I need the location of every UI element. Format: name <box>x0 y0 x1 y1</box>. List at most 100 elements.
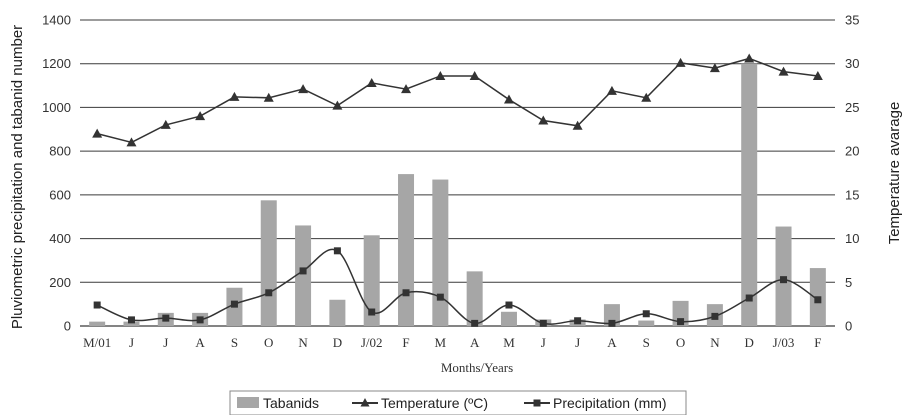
bar-tabanids <box>500 311 517 326</box>
precipitation-marker <box>127 316 135 324</box>
precipitation-line <box>96 248 819 325</box>
y-tick-label: 1200 <box>42 56 71 71</box>
temperature-marker <box>812 70 823 80</box>
precipitation-marker <box>574 317 582 325</box>
bar-tabanids <box>741 63 758 326</box>
precipitation-marker <box>196 316 204 324</box>
y-axis-title: Pluviometric precipitation and tabanid n… <box>9 25 26 329</box>
x-tick-label: M/01 <box>83 335 111 350</box>
legend-label-precipitation: Precipitation (mm) <box>553 395 667 411</box>
y-tick-label: 200 <box>49 275 71 290</box>
x-tick-label: J <box>575 335 580 350</box>
y-tick-label: 600 <box>49 187 71 202</box>
y2-tick-label: 30 <box>845 56 859 71</box>
precipitation-marker <box>780 276 788 284</box>
temperature-marker <box>160 119 171 129</box>
x-axis-title: Months/Years <box>441 360 513 375</box>
y-tick-label: 0 <box>64 319 71 334</box>
y2-tick-label: 0 <box>845 319 852 334</box>
bar-tabanids <box>295 225 312 326</box>
x-tick-label: A <box>607 335 617 350</box>
bar-tabanids <box>398 174 415 326</box>
y-tick-label: 400 <box>49 231 71 246</box>
x-tick-label: J/03 <box>773 335 795 350</box>
x-tick-label: M <box>435 335 447 350</box>
temperature-line <box>96 57 818 144</box>
temperature-marker <box>778 66 789 76</box>
x-tick-label: F <box>814 335 821 350</box>
x-tick-label: O <box>676 335 685 350</box>
precipitation-marker <box>505 301 513 309</box>
precipitation-marker <box>230 300 238 308</box>
bar-tabanids <box>123 321 140 326</box>
temperature-marker <box>195 111 206 121</box>
temperature-marker <box>641 92 652 102</box>
precipitation-marker <box>608 319 616 327</box>
legend-label-temperature: Temperature (ºC) <box>381 395 488 411</box>
temperature-marker <box>263 92 274 102</box>
bar-tabanids <box>432 179 449 326</box>
y-tick-label: 1400 <box>42 13 71 28</box>
precipitation-marker <box>539 319 547 327</box>
temperature-marker <box>229 91 240 101</box>
legend-border <box>229 390 687 415</box>
x-tick-label: A <box>195 335 205 350</box>
x-tick-label: O <box>264 335 273 350</box>
precipitation-marker <box>93 301 101 309</box>
y2-tick-label: 25 <box>845 100 859 115</box>
precipitation-marker <box>711 312 719 320</box>
x-tick-label: N <box>298 335 308 350</box>
temperature-marker <box>744 53 755 63</box>
y-tick-label: 1000 <box>42 100 71 115</box>
bar-tabanids <box>260 200 277 326</box>
temperature-marker <box>126 137 137 147</box>
precipitation-marker <box>299 267 307 275</box>
temperature-marker <box>401 84 412 94</box>
x-tick-label: S <box>643 335 650 350</box>
temperature-marker <box>572 120 583 130</box>
legend-marker-precipitation <box>533 399 541 407</box>
temperature-marker <box>675 57 686 67</box>
legend-label-tabanids: Tabanids <box>263 395 319 411</box>
right-axis-ticks: 0 5 10 15 20 25 30 35 <box>845 13 859 334</box>
temperature-marker <box>503 94 514 104</box>
temperature-marker <box>709 63 720 73</box>
precipitation-marker <box>368 308 376 316</box>
precipitation-marker <box>745 294 753 302</box>
legend-swatch-tabanids <box>237 397 259 408</box>
y2-tick-label: 5 <box>845 275 852 290</box>
temperature-marker <box>92 128 103 138</box>
tabanid-bars <box>89 63 826 326</box>
bar-tabanids <box>638 320 655 326</box>
bar-tabanids <box>363 235 380 326</box>
temperature-marker <box>538 115 549 125</box>
precipitation-marker <box>814 296 822 304</box>
legend-marker-temperature <box>360 398 370 407</box>
precipitation-marker <box>471 319 479 327</box>
x-tick-label: N <box>710 335 720 350</box>
x-tick-label: D <box>333 335 342 350</box>
precipitation-marker <box>642 310 650 318</box>
y-tick-label: 800 <box>49 144 71 159</box>
y2-tick-label: 10 <box>845 231 859 246</box>
bar-tabanids <box>89 321 106 326</box>
temperature-marker <box>469 70 480 80</box>
temperature-marker <box>435 70 446 80</box>
bar-tabanids <box>329 299 346 326</box>
legend: Tabanids Temperature (ºC) Precipitation … <box>229 390 687 415</box>
x-tick-label: J <box>163 335 168 350</box>
precipitation-marker <box>402 289 410 297</box>
bar-tabanids <box>672 300 689 326</box>
y2-axis-title: Temperature avarage <box>886 102 903 245</box>
x-tick-label: J <box>541 335 546 350</box>
x-tick-label: J <box>129 335 134 350</box>
precipitation-marker <box>677 318 685 326</box>
temperature-marker <box>606 85 617 95</box>
temperature-marker <box>366 77 377 87</box>
x-tick-label: F <box>402 335 409 350</box>
temperature-marker <box>298 84 309 94</box>
series-lines <box>92 53 823 327</box>
bar-tabanids <box>603 304 620 326</box>
x-tick-label: A <box>470 335 480 350</box>
